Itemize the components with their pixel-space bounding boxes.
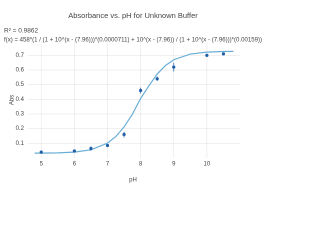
data-point <box>155 77 159 81</box>
y-tick-label: 0.4 <box>16 97 25 103</box>
data-point <box>39 150 43 154</box>
x-tick-label: 7 <box>106 162 110 168</box>
x-tick-label: 10 <box>204 162 211 168</box>
data-point <box>89 146 93 151</box>
data-point <box>122 132 126 137</box>
data-point <box>72 149 76 153</box>
data-point <box>172 65 176 69</box>
x-tick-label: 5 <box>40 162 44 168</box>
x-tick-label: 8 <box>139 162 143 168</box>
data-point <box>221 52 226 56</box>
annotation: R² = 0.9862 <box>4 28 39 35</box>
x-tick-label: 9 <box>172 162 176 168</box>
y-tick-label: 0.3 <box>16 112 25 118</box>
x-tick-label: 6 <box>73 162 77 168</box>
fit-line <box>34 50 234 154</box>
y-tick-label: 0.7 <box>16 53 25 59</box>
y-tick-label: 0.5 <box>16 82 25 88</box>
y-tick-label: 0.2 <box>16 126 25 132</box>
chart-title: Absorbance vs. pH for Unknown Buffer <box>68 11 198 20</box>
chart: Absorbance vs. pH for Unknown Buffer R² … <box>4 11 262 184</box>
data-point <box>105 143 110 148</box>
annotation: f(x) = 458*(1 / (1 + 10^(x - (7.96)))*(0… <box>4 37 262 44</box>
x-axis-label: pH <box>129 178 137 184</box>
y-axis-label: Abs <box>10 95 16 105</box>
data-point <box>139 88 143 93</box>
data-point <box>205 53 209 57</box>
y-tick-label: 0.1 <box>16 141 25 147</box>
y-tick-label: 0.6 <box>16 68 25 74</box>
